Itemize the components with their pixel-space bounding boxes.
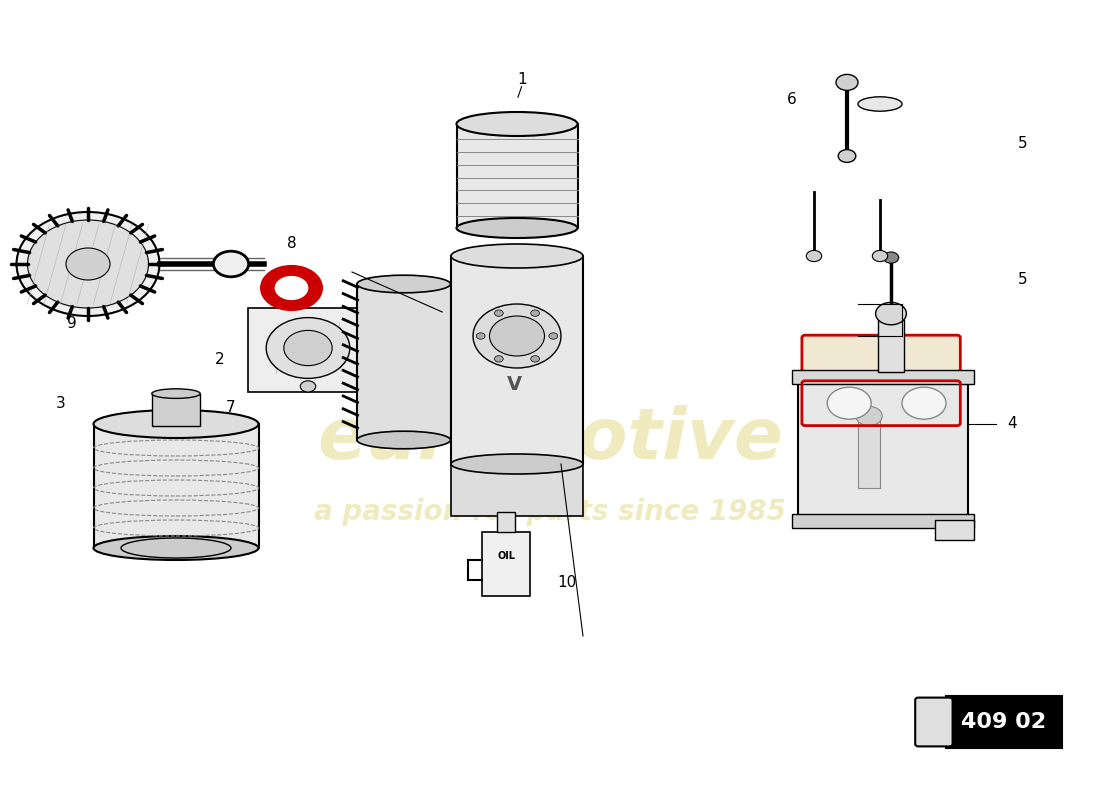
Text: 8: 8: [287, 237, 296, 251]
Text: a passion for parts since 1985: a passion for parts since 1985: [315, 498, 785, 526]
Circle shape: [549, 333, 558, 339]
Bar: [456, 124, 578, 228]
Text: euromotive: euromotive: [317, 406, 783, 474]
Circle shape: [806, 250, 822, 262]
Ellipse shape: [451, 244, 583, 268]
Text: 1: 1: [518, 73, 527, 87]
Bar: [451, 256, 583, 464]
Text: 6: 6: [788, 93, 796, 107]
Bar: [792, 514, 974, 528]
Ellipse shape: [356, 275, 451, 293]
Circle shape: [836, 74, 858, 90]
Ellipse shape: [456, 112, 578, 136]
Circle shape: [495, 310, 503, 316]
Bar: [451, 464, 583, 516]
Circle shape: [16, 212, 160, 316]
Circle shape: [300, 381, 316, 392]
Circle shape: [28, 220, 148, 308]
FancyBboxPatch shape: [802, 335, 960, 372]
Circle shape: [838, 150, 856, 162]
Circle shape: [856, 406, 882, 426]
Circle shape: [872, 250, 888, 262]
Circle shape: [476, 333, 485, 339]
Bar: [248, 308, 368, 392]
Ellipse shape: [94, 410, 258, 438]
Text: 10: 10: [557, 575, 576, 590]
Circle shape: [284, 330, 332, 366]
Circle shape: [883, 252, 899, 263]
Bar: [482, 532, 530, 596]
Text: 5: 5: [1019, 273, 1027, 287]
Circle shape: [902, 387, 946, 419]
Text: OIL: OIL: [497, 551, 515, 561]
Bar: [878, 320, 904, 372]
Bar: [152, 394, 200, 426]
Circle shape: [266, 318, 350, 378]
Ellipse shape: [94, 536, 258, 560]
Ellipse shape: [451, 454, 583, 474]
Bar: [935, 520, 974, 540]
Text: 9: 9: [67, 317, 76, 331]
Text: 2: 2: [216, 353, 224, 367]
Circle shape: [495, 356, 503, 362]
Text: 5: 5: [1019, 137, 1027, 151]
Bar: [798, 384, 968, 516]
Circle shape: [213, 251, 249, 277]
Bar: [358, 284, 451, 440]
Text: 3: 3: [56, 397, 65, 411]
Bar: [858, 420, 880, 488]
Ellipse shape: [858, 97, 902, 111]
Circle shape: [530, 356, 539, 362]
Bar: [94, 424, 258, 548]
Text: 409 02: 409 02: [961, 712, 1046, 732]
Ellipse shape: [356, 431, 451, 449]
Circle shape: [490, 316, 544, 356]
Circle shape: [530, 310, 539, 316]
Text: 7: 7: [227, 401, 235, 415]
Circle shape: [66, 248, 110, 280]
Bar: [792, 370, 974, 384]
Circle shape: [876, 302, 906, 325]
Bar: [497, 512, 515, 532]
Ellipse shape: [121, 538, 231, 558]
Ellipse shape: [152, 389, 200, 398]
Circle shape: [473, 304, 561, 368]
Text: V: V: [507, 374, 522, 394]
Circle shape: [827, 387, 871, 419]
Ellipse shape: [456, 218, 578, 238]
FancyBboxPatch shape: [915, 698, 953, 746]
Text: 4: 4: [1008, 417, 1016, 431]
Wedge shape: [261, 266, 322, 310]
Bar: [946, 696, 1062, 748]
